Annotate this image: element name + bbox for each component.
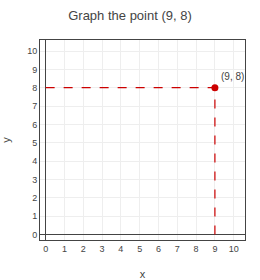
svg-text:7: 7 <box>32 101 37 111</box>
svg-text:4: 4 <box>32 156 37 166</box>
svg-text:6: 6 <box>156 244 161 254</box>
svg-text:y: y <box>0 137 12 143</box>
svg-text:7: 7 <box>175 244 180 254</box>
svg-text:9: 9 <box>32 65 37 75</box>
svg-text:5: 5 <box>32 138 37 148</box>
svg-text:10: 10 <box>27 46 37 56</box>
svg-text:9: 9 <box>212 244 217 254</box>
svg-text:2: 2 <box>32 193 37 203</box>
svg-text:2: 2 <box>81 244 86 254</box>
svg-text:3: 3 <box>32 175 37 185</box>
svg-text:5: 5 <box>137 244 142 254</box>
svg-text:1: 1 <box>32 211 37 221</box>
svg-text:6: 6 <box>32 120 37 130</box>
svg-text:8: 8 <box>194 244 199 254</box>
svg-text:0: 0 <box>43 244 48 254</box>
svg-text:Graph the point (9, 8): Graph the point (9, 8) <box>68 8 192 23</box>
svg-text:0: 0 <box>32 230 37 240</box>
svg-text:3: 3 <box>100 244 105 254</box>
svg-text:4: 4 <box>118 244 123 254</box>
svg-text:x: x <box>140 268 146 280</box>
svg-text:1: 1 <box>62 244 67 254</box>
svg-text:(9, 8): (9, 8) <box>221 71 244 82</box>
svg-text:10: 10 <box>229 244 239 254</box>
svg-text:8: 8 <box>32 83 37 93</box>
